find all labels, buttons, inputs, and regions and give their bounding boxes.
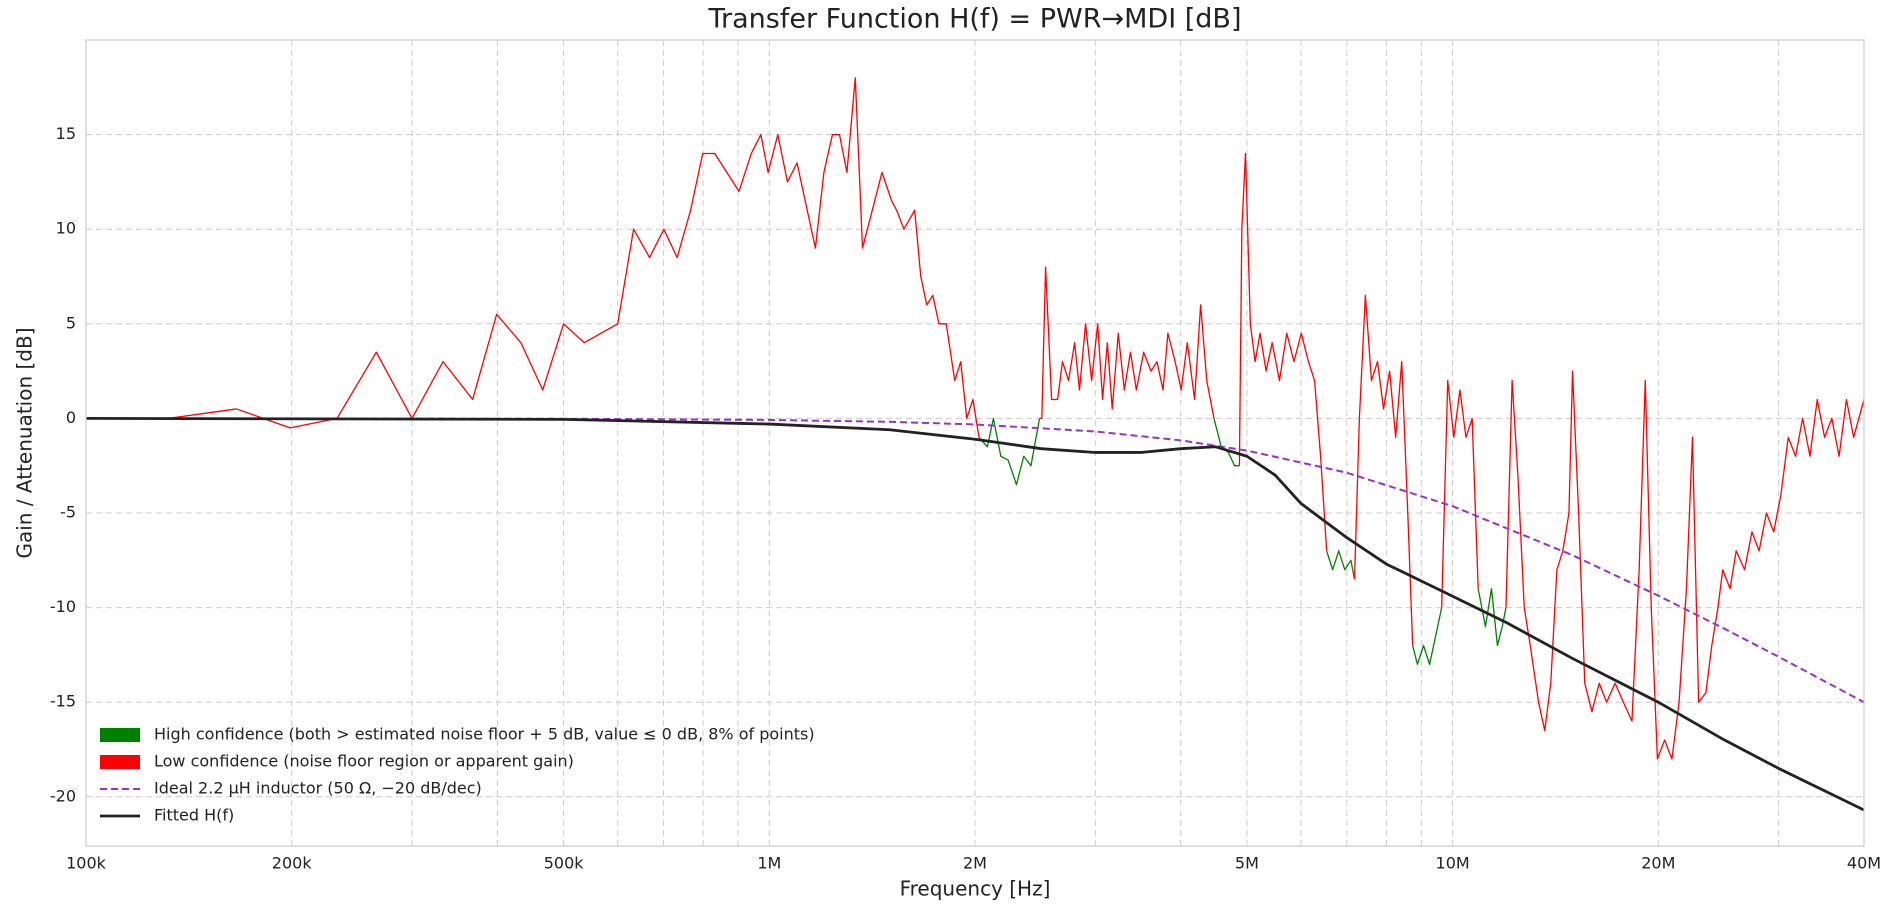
x-tick-label: 40M — [1847, 854, 1881, 873]
plot-frame — [85, 39, 1865, 847]
y-tick-label: 10 — [56, 219, 76, 238]
x-tick-label: 2M — [963, 854, 987, 873]
x-tick-label: 200k — [272, 854, 313, 873]
x-axis-label: Frequency [Hz] — [900, 877, 1051, 901]
y-tick-label: 15 — [56, 124, 76, 143]
y-tick-label: -20 — [50, 786, 76, 805]
y-tick-label: -5 — [60, 503, 76, 522]
legend-swatch — [100, 755, 140, 769]
series-line — [86, 77, 1864, 760]
x-tick-label: 20M — [1641, 854, 1675, 873]
y-tick-label: -15 — [50, 692, 76, 711]
x-tick-label: 10M — [1436, 854, 1470, 873]
legend-label: High confidence (both > estimated noise … — [154, 725, 815, 744]
x-tick-label: 5M — [1235, 854, 1259, 873]
y-axis-label: Gain / Attenuation [dB] — [13, 327, 37, 558]
legend-label: Low confidence (noise floor region or ap… — [154, 752, 574, 771]
x-tick-label: 1M — [757, 854, 781, 873]
x-tick-label: 500k — [544, 854, 585, 873]
legend-swatch — [100, 728, 140, 742]
y-tick-label: 5 — [66, 313, 76, 332]
y-tick-label: 0 — [66, 408, 76, 427]
legend-label: Ideal 2.2 μH inductor (50 Ω, −20 dB/dec) — [154, 779, 482, 798]
x-tick-label: 100k — [66, 854, 107, 873]
series-line — [86, 417, 1864, 812]
series-line — [978, 417, 1507, 666]
y-tick-label: -10 — [50, 597, 76, 616]
legend-label: Fitted H(f) — [154, 806, 234, 825]
chart-title: Transfer Function H(f) = PWR→MDI [dB] — [708, 4, 1242, 35]
